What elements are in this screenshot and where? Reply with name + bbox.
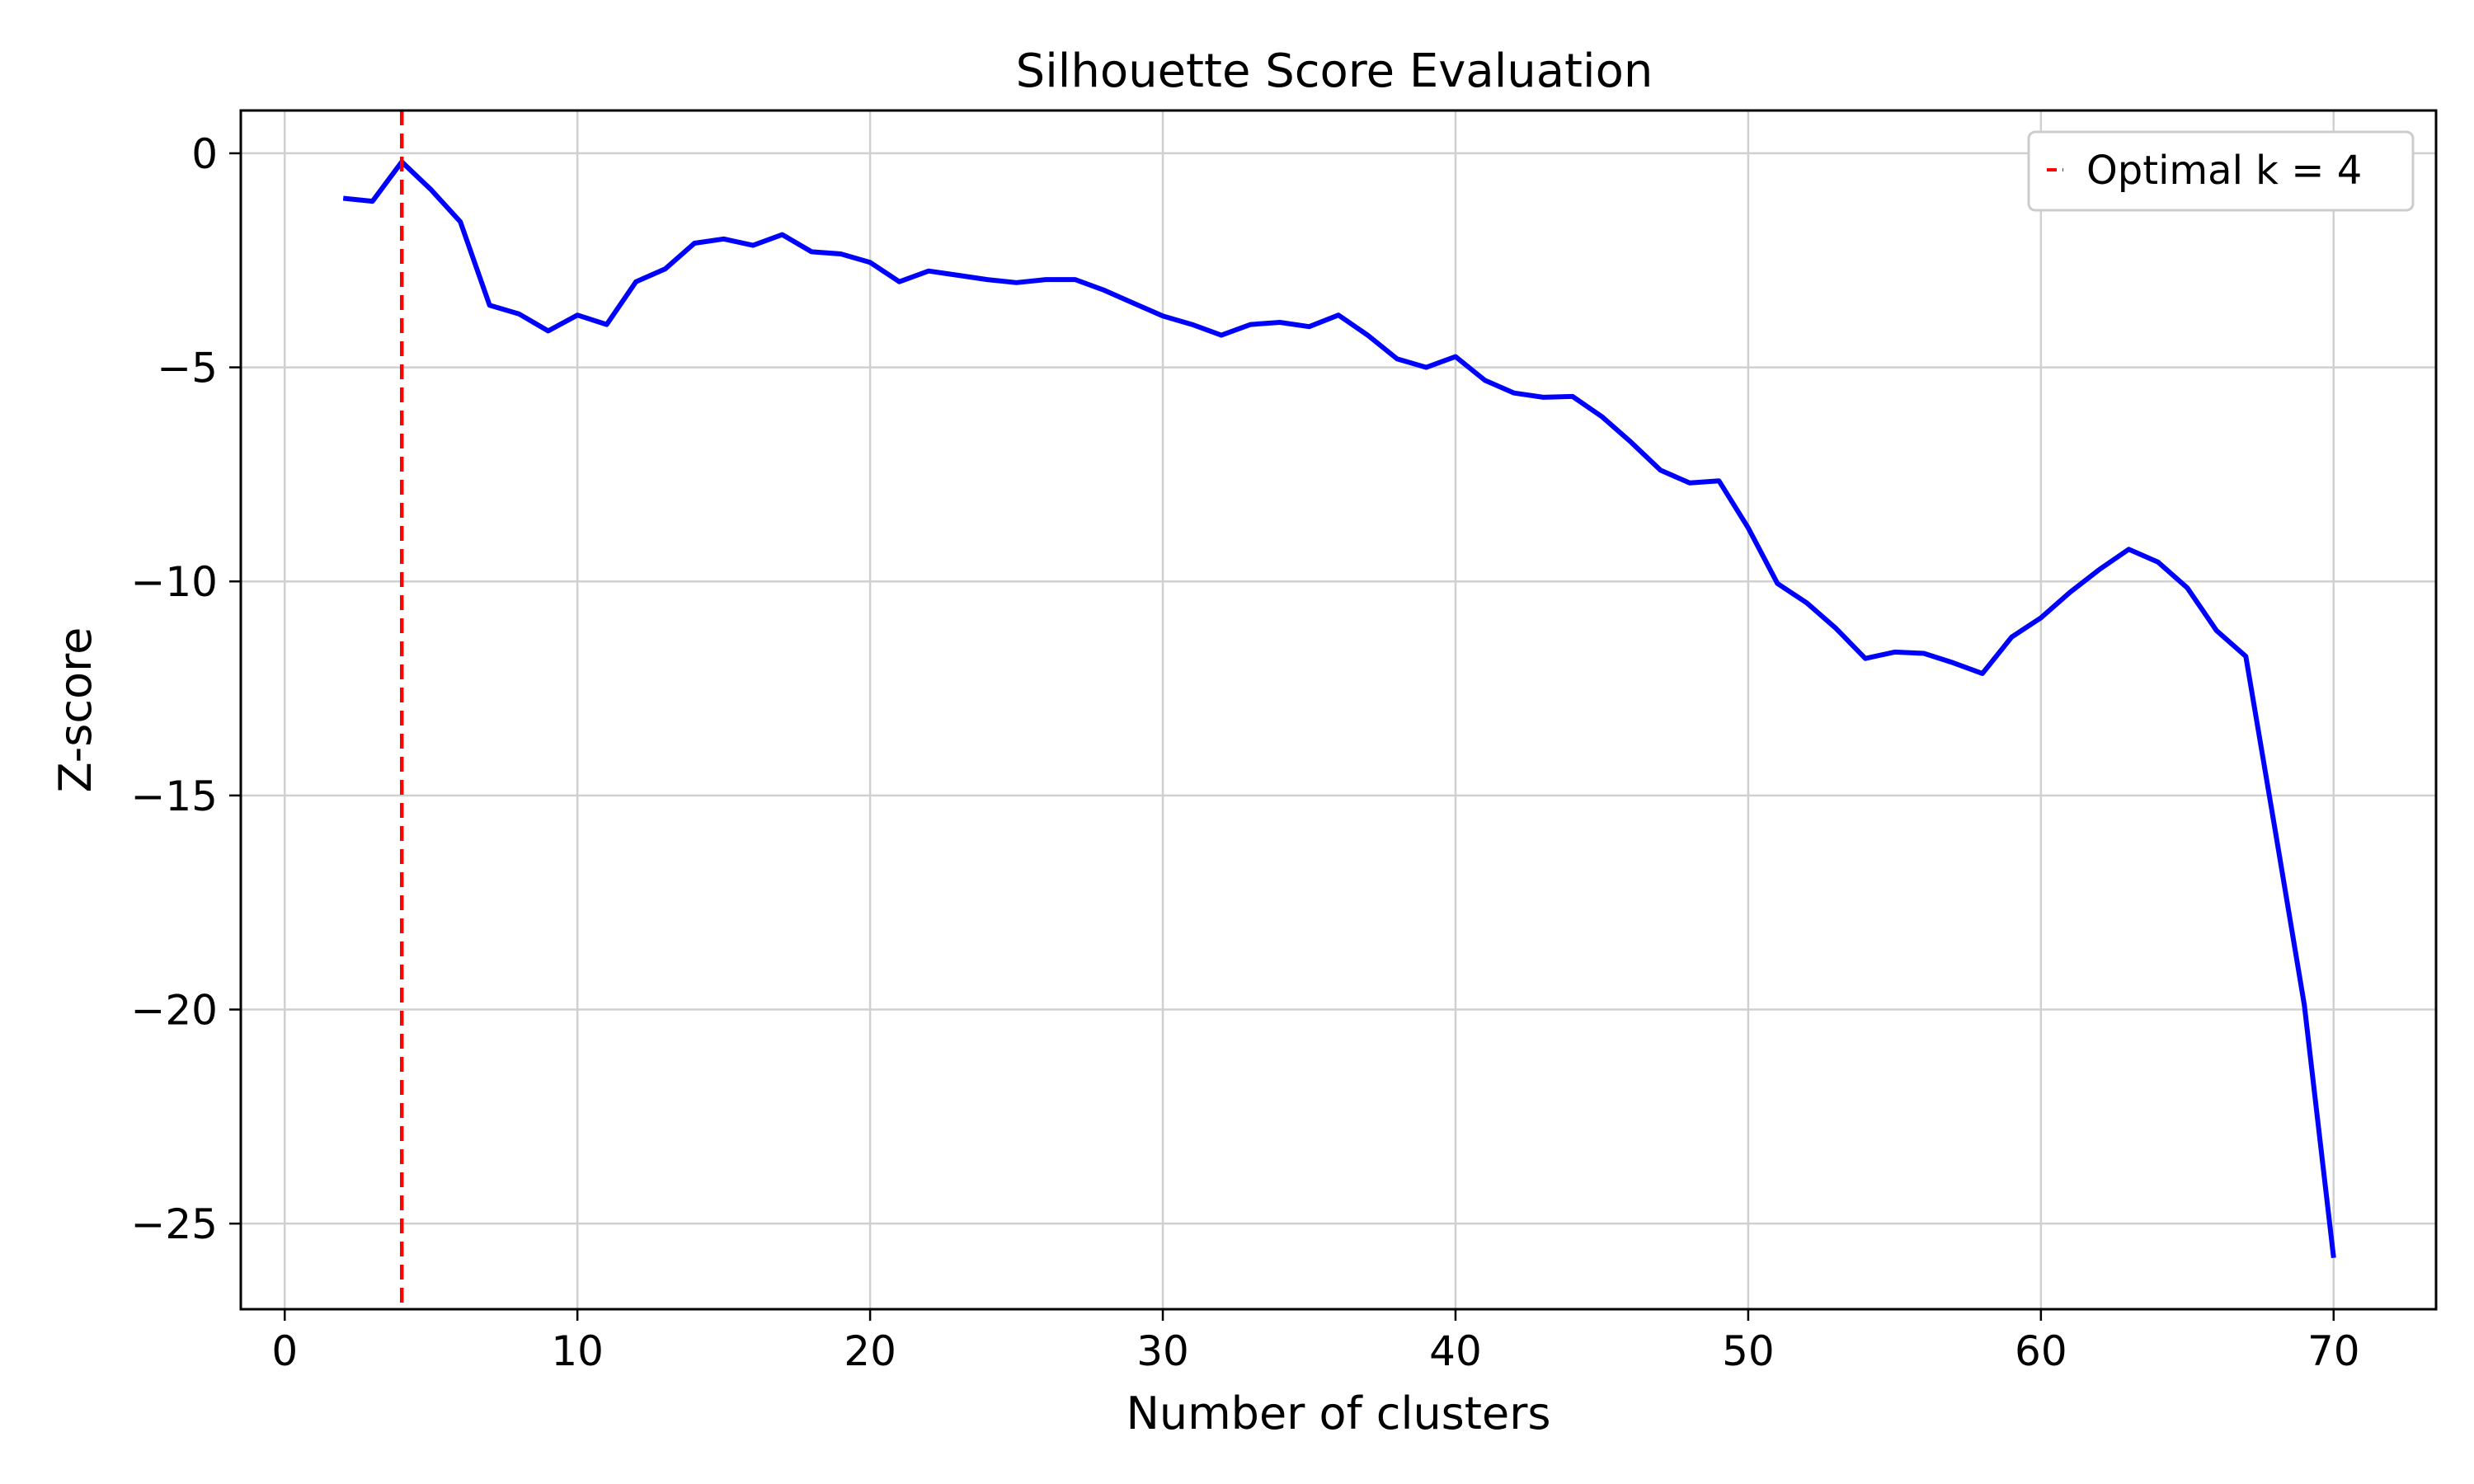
y-tick-label: −20 (130, 987, 218, 1035)
x-tick-label: 50 (1722, 1327, 1775, 1375)
x-tick-label: 70 (2307, 1327, 2360, 1375)
x-tick-label: 40 (1429, 1327, 1482, 1375)
x-tick-label: 60 (2015, 1327, 2067, 1375)
x-axis-label: Number of clusters (1126, 1388, 1550, 1439)
y-tick-label: −25 (130, 1200, 218, 1248)
legend: Optimal k = 4 (2027, 130, 2415, 212)
y-tick-label: −5 (157, 345, 218, 392)
x-tick-label: 10 (551, 1327, 604, 1375)
plot-frame (239, 109, 2438, 1311)
legend-box (2027, 130, 2415, 212)
legend-label: Optimal k = 4 (2086, 148, 2362, 194)
y-tick-label: −15 (130, 773, 218, 820)
y-axis-label: Z-score (49, 627, 101, 793)
y-tick-label: 0 (191, 130, 218, 178)
series-layer (342, 110, 2336, 1309)
x-tick-label: 30 (1136, 1327, 1189, 1375)
x-ticks: 0 10 20 30 40 50 60 70 (271, 1309, 2360, 1375)
chart-title: Silhouette Score Evaluation (1016, 45, 1653, 98)
y-tick-label: −10 (130, 558, 218, 606)
grid (241, 110, 2436, 1309)
y-ticks: 0 −5 −10 −15 −20 −25 (130, 130, 241, 1248)
x-tick-label: 0 (271, 1327, 298, 1375)
series-line (342, 159, 2336, 1259)
x-tick-label: 20 (844, 1327, 896, 1375)
